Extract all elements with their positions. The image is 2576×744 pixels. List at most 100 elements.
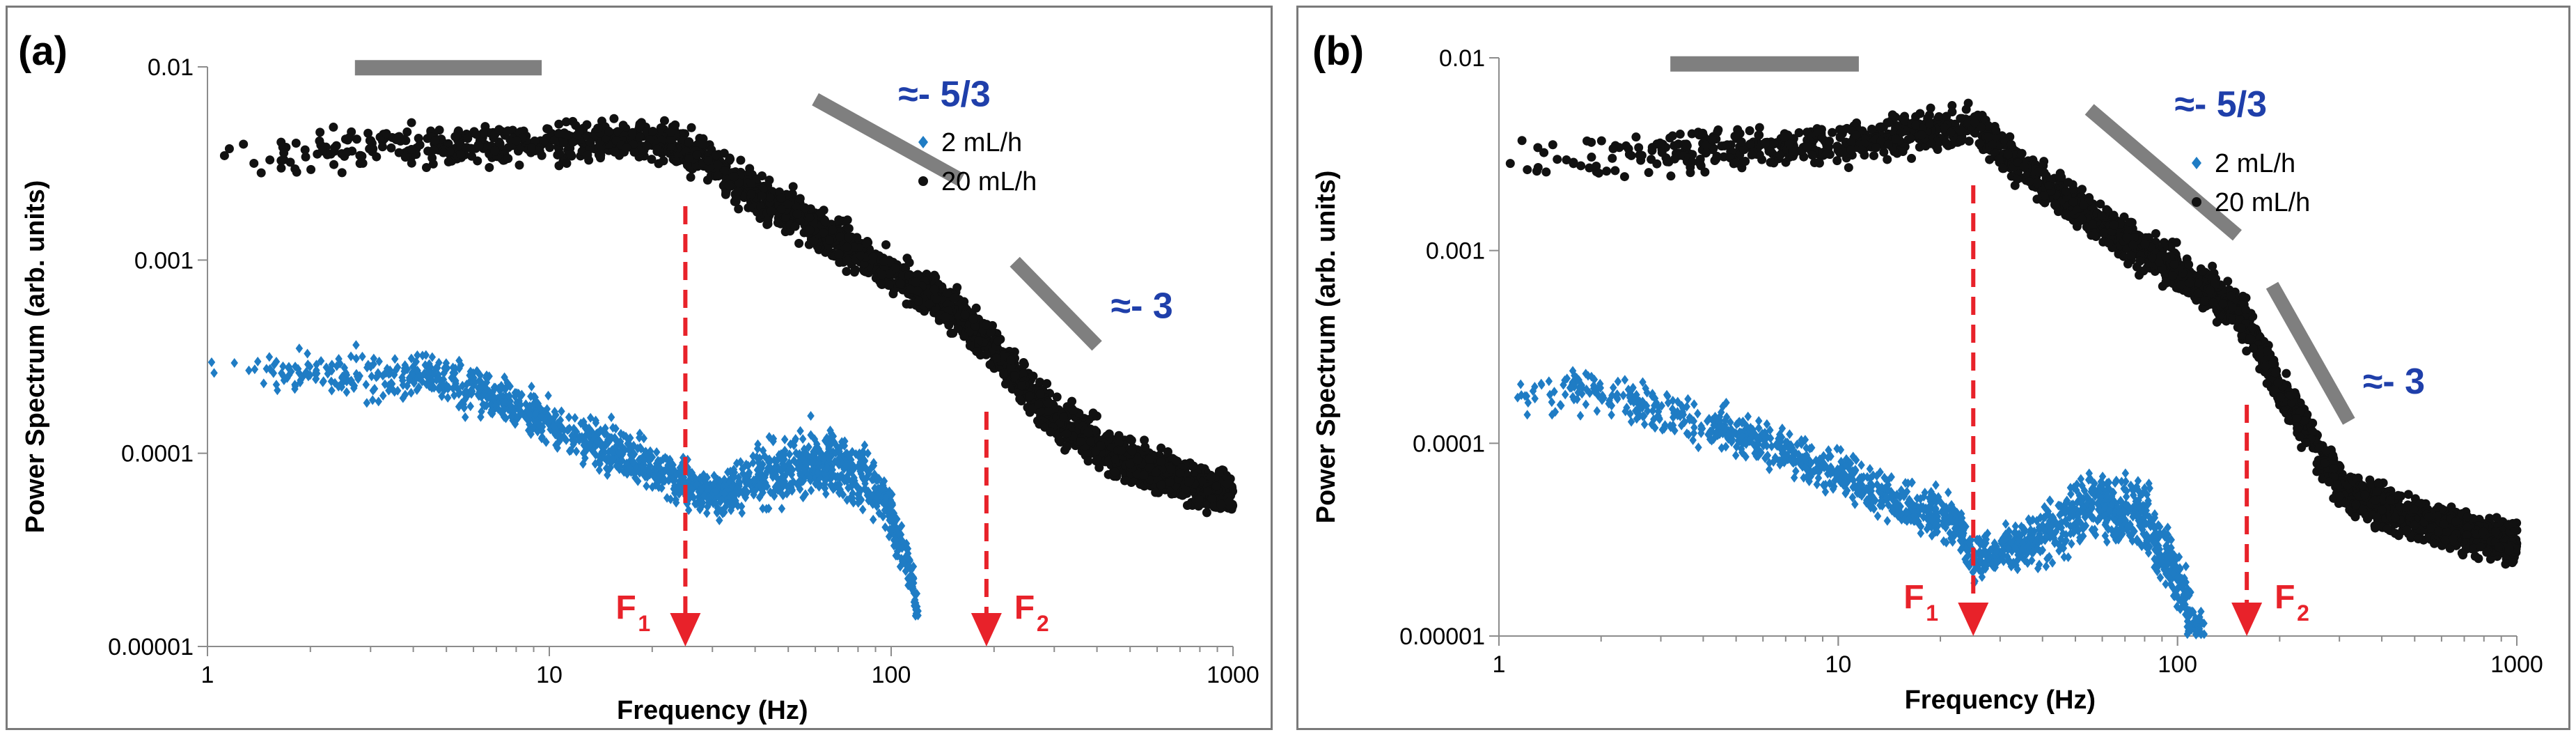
data-point: [450, 132, 460, 141]
chart-a: 1 10 100 10000.010.0010.00010.00001Frequenc…: [18, 29, 1259, 725]
data-point: [721, 488, 728, 499]
data-point: [757, 191, 767, 201]
data-point: [313, 369, 321, 379]
data-point: [331, 378, 339, 388]
data-point: [844, 224, 854, 233]
x-axis-title: Frequency (Hz): [1905, 685, 2096, 715]
y-tick-label: 0.0001: [121, 441, 194, 467]
data-point: [875, 508, 883, 518]
data-point: [596, 456, 604, 466]
data-point: [368, 371, 376, 382]
data-point: [249, 158, 259, 168]
data-point: [1036, 406, 1046, 416]
data-point: [836, 442, 845, 453]
data-point: [467, 151, 477, 161]
data-point: [279, 361, 287, 371]
data-point: [393, 362, 402, 373]
data-point: [285, 362, 293, 372]
data-point: [518, 389, 526, 400]
data-point: [692, 150, 702, 160]
data-point: [476, 370, 485, 380]
data-point: [595, 465, 604, 475]
data-point: [1017, 381, 1027, 391]
data-point: [941, 312, 950, 322]
data-point: [777, 453, 785, 463]
data-point: [547, 414, 555, 424]
data-point: [503, 126, 512, 136]
data-point: [565, 424, 572, 435]
panel-b: 1 10 100 1000 0.01 0.001 0.0001 0.00001 Frequenc…: [1296, 6, 2570, 730]
data-point: [455, 401, 463, 412]
data-point: [503, 153, 513, 163]
data-point: [391, 354, 399, 364]
data-point: [842, 472, 851, 482]
data-point: [609, 422, 617, 433]
data-point: [819, 228, 828, 238]
data-point: [1069, 405, 1078, 415]
data-point: [960, 310, 970, 320]
data-point: [1140, 470, 1149, 480]
data-point: [1046, 427, 1055, 437]
data-point: [572, 446, 581, 456]
data-point: [733, 187, 743, 196]
data-point: [317, 356, 325, 366]
data-point: [640, 433, 647, 444]
data-point: [570, 424, 578, 434]
data-point: [652, 447, 661, 458]
data-point: [1110, 467, 1120, 477]
data-point: [834, 215, 844, 225]
data-point: [1211, 481, 1221, 491]
data-point: [352, 340, 360, 350]
data-point: [684, 154, 694, 164]
data-point: [556, 433, 563, 444]
data-point: [1062, 442, 1071, 452]
data-point: [904, 552, 912, 562]
marker-arrow-f1: [670, 613, 701, 646]
slope-label-5-3: ≈- 5/3: [898, 74, 991, 114]
data-point: [877, 270, 887, 279]
data-point: [414, 350, 421, 360]
data-point: [295, 368, 303, 378]
data-point: [643, 481, 650, 491]
data-point: [906, 284, 916, 294]
data-point: [780, 460, 788, 471]
data-point: [825, 444, 833, 454]
data-point: [239, 139, 249, 149]
data-point: [806, 472, 813, 483]
data-point: [755, 480, 763, 490]
data-point: [769, 472, 777, 482]
data-point: [260, 378, 268, 389]
marker-arrow-f2: [971, 613, 1002, 646]
data-point: [1223, 479, 1232, 488]
data-point: [932, 295, 941, 304]
data-point: [859, 460, 867, 470]
data-point: [745, 467, 753, 478]
data-point: [658, 483, 666, 493]
data-point: [791, 435, 799, 446]
data-point: [410, 378, 418, 388]
data-point: [756, 467, 764, 478]
data-point: [1594, 168, 1603, 178]
data-point: [672, 497, 680, 508]
data-point: [596, 150, 606, 160]
data-point: [663, 454, 671, 464]
data-point: [1019, 359, 1029, 369]
data-point: [1120, 476, 1130, 486]
data-point: [1156, 443, 1166, 453]
data-point: [1844, 163, 1853, 173]
data-point: [224, 144, 234, 153]
data-point: [992, 353, 1002, 363]
data-point: [697, 485, 705, 495]
data-point: [959, 332, 969, 341]
data-point: [882, 493, 890, 503]
data-point: [301, 152, 311, 162]
data-point: [843, 495, 851, 505]
data-point: [320, 376, 327, 387]
data-point: [668, 465, 676, 476]
data-point: [1076, 436, 1086, 446]
slope-bar-3: [1010, 256, 1102, 351]
data-point: [455, 389, 463, 399]
data-point: [805, 212, 815, 222]
data-point: [712, 499, 720, 509]
data-point: [1090, 426, 1100, 435]
